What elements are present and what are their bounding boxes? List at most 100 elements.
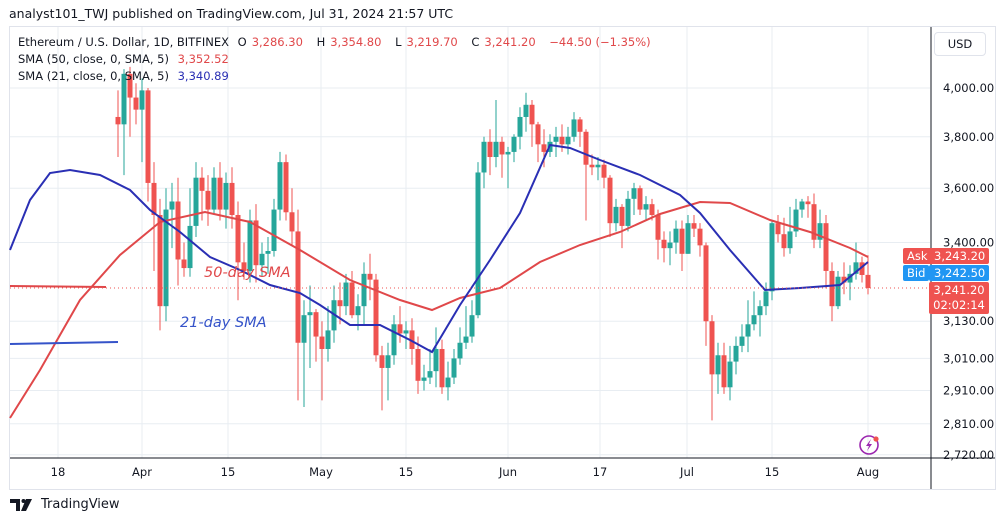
currency-button[interactable]: USD [934, 32, 986, 56]
legend-close: 3,241.20 [484, 35, 536, 49]
price-tick: 3,400.00 [943, 236, 994, 250]
candle [721, 355, 727, 388]
candle [463, 336, 469, 343]
sma50-value: 3,352.52 [177, 52, 229, 66]
candle [127, 73, 133, 98]
candle [595, 164, 601, 168]
candle [433, 348, 439, 372]
bid-label: Bid [903, 265, 930, 281]
candle [607, 177, 613, 224]
candle [379, 355, 385, 368]
legend-open: 3,286.30 [251, 35, 303, 49]
candle [805, 201, 811, 205]
annotation-sma21: 21-day SMA [180, 315, 267, 331]
drawn-support-line[interactable] [9, 341, 119, 345]
price-tick: 2,810.00 [943, 417, 994, 431]
sma21-value: 3,340.89 [177, 69, 229, 83]
candle [577, 119, 583, 132]
candle [733, 345, 739, 362]
candle [187, 225, 193, 269]
candle [529, 104, 535, 125]
candle [457, 342, 463, 359]
sma50-line[interactable] [9, 200, 869, 419]
candle [565, 136, 571, 145]
publish-caption: analyst101_TWJ published on TradingView.… [9, 6, 454, 21]
candle [499, 141, 505, 155]
candle [865, 274, 871, 289]
candle [505, 151, 511, 155]
candle [787, 231, 793, 249]
candle [553, 136, 559, 142]
legend-sma21-row[interactable]: SMA (21, close, 0, SMA, 5) 3,340.89 [18, 68, 656, 85]
candle [445, 377, 451, 388]
candle [847, 273, 853, 283]
candle [649, 204, 655, 215]
candle [319, 336, 325, 349]
candle [517, 116, 523, 137]
candle [385, 355, 391, 368]
candle [307, 312, 313, 316]
candle [181, 259, 187, 269]
candle [367, 273, 373, 280]
drawn-resistance-line[interactable] [9, 285, 107, 288]
candle [163, 209, 169, 307]
candle [439, 348, 445, 388]
candle [487, 141, 493, 158]
candle [157, 214, 163, 307]
candle [811, 204, 817, 240]
last-price: 3,241.20 [933, 283, 985, 297]
candle [793, 209, 799, 232]
chart-legend: Ethereum / U.S. Dollar, 1D, BITFINEX O 3,… [18, 34, 656, 85]
time-tick: 15 [399, 465, 414, 479]
candle [541, 144, 547, 152]
time-tick: Apr [132, 465, 152, 479]
tradingview-footer[interactable]: TradingView [10, 497, 120, 512]
candle [745, 324, 751, 337]
price-tick: 2,910.00 [943, 384, 994, 398]
legend-symbol[interactable]: Ethereum / U.S. Dollar, 1D, BITFINEX [18, 35, 229, 49]
time-tick: Jul [679, 465, 694, 479]
candle [469, 315, 475, 337]
candle [751, 315, 757, 325]
candle [253, 220, 259, 266]
candle [115, 116, 121, 125]
candle [631, 188, 637, 199]
candle [475, 172, 481, 316]
candle [295, 231, 301, 343]
candle [169, 201, 175, 210]
time-tick: 17 [593, 465, 608, 479]
price-tick: 3,130.00 [943, 314, 994, 328]
candle [349, 282, 355, 316]
candle [625, 198, 631, 226]
candle [211, 177, 217, 210]
candle [757, 306, 763, 316]
legend-change: −44.50 (−1.35%) [549, 35, 651, 49]
candle [763, 291, 769, 307]
legend-sma50-row[interactable]: SMA (50, close, 0, SMA, 5) 3,352.52 [18, 51, 656, 68]
candle [199, 177, 205, 191]
candle [571, 119, 577, 137]
candle [619, 206, 625, 226]
sma21-line[interactable] [9, 143, 869, 354]
price-tick: 2,720.00 [943, 448, 994, 462]
candle [235, 214, 241, 263]
candle [133, 97, 139, 110]
time-tick: 15 [765, 465, 780, 479]
candle [421, 377, 427, 381]
candle [691, 223, 697, 229]
candle [685, 223, 691, 254]
candle [637, 188, 643, 210]
candle [271, 209, 277, 251]
candle [835, 276, 841, 307]
lightning-alert-icon[interactable] [859, 435, 879, 455]
candle [265, 250, 271, 254]
candle [301, 315, 307, 343]
candle [427, 371, 433, 378]
candle [679, 228, 685, 254]
candle [391, 324, 397, 356]
brand-name: TradingView [41, 497, 120, 512]
legend-high: 3,354.80 [330, 35, 382, 49]
candle [775, 223, 781, 235]
chart-frame[interactable] [9, 26, 996, 490]
